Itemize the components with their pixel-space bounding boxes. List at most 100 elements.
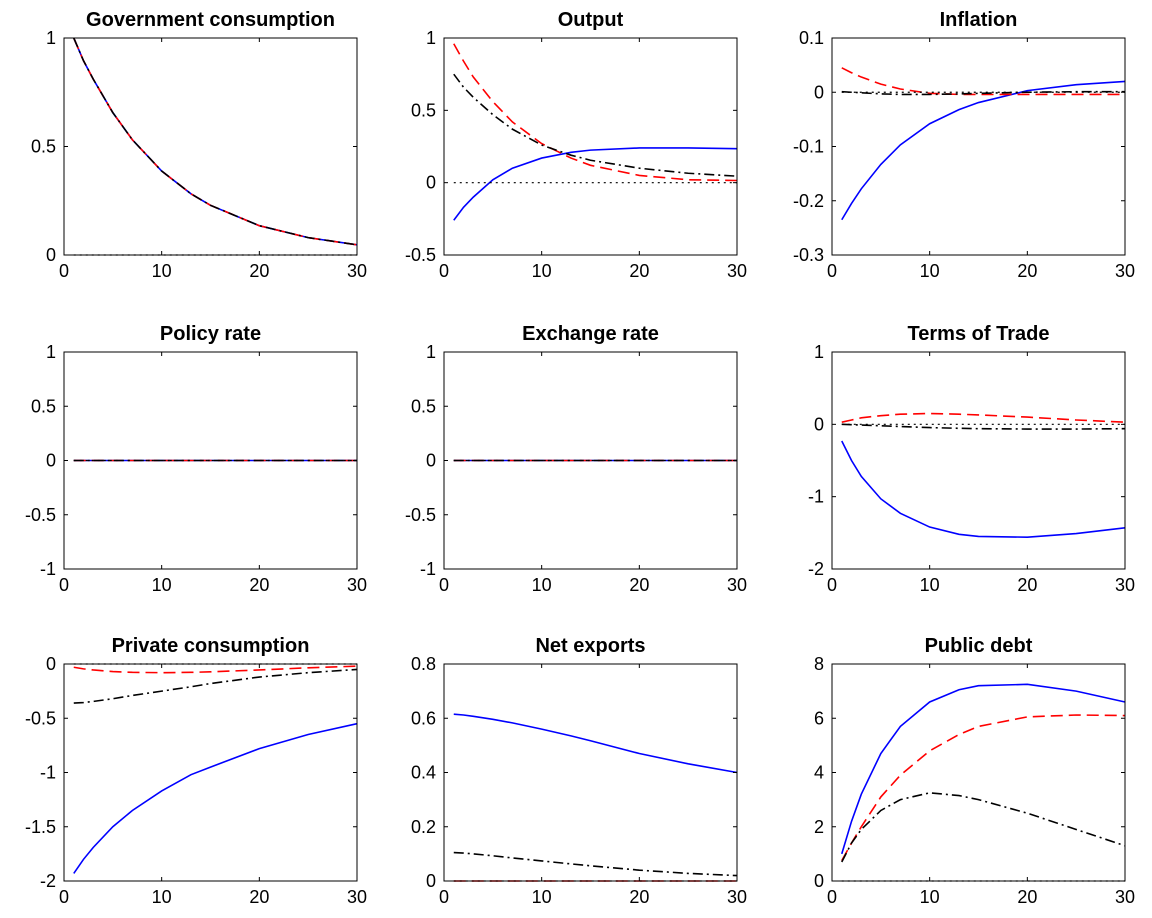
series-line-1 xyxy=(73,665,358,674)
x-tick-label: 10 xyxy=(920,261,940,281)
y-tick-label: -0.5 xyxy=(25,708,56,728)
series-line-2 xyxy=(453,851,738,877)
series-line-2 xyxy=(453,73,738,177)
panel-title: Government consumption xyxy=(86,9,335,31)
y-tick-label: 0 xyxy=(46,654,56,674)
y-tick-label: -1.5 xyxy=(25,817,56,837)
x-tick-label: 20 xyxy=(629,261,649,281)
y-tick-label: -2 xyxy=(808,559,824,579)
x-tick-label: 0 xyxy=(439,261,449,281)
y-tick-label: 0 xyxy=(814,414,824,434)
y-tick-label: 1 xyxy=(814,342,824,362)
series-line-0 xyxy=(841,683,1126,855)
x-tick-label: 10 xyxy=(152,575,172,595)
y-tick-label: 0 xyxy=(814,82,824,102)
y-tick-label: 8 xyxy=(814,654,824,674)
y-tick-label: 0 xyxy=(46,245,56,265)
y-tick-label: 0 xyxy=(426,871,436,891)
axes-frame xyxy=(63,663,358,882)
y-tick-label: 0.1 xyxy=(799,28,824,48)
series-line-1 xyxy=(73,37,358,246)
subplot-0: Government consumption 0 10 20 30 0 0.5 1 xyxy=(31,9,367,281)
x-tick-label: 0 xyxy=(827,887,837,907)
axes-frame xyxy=(443,37,738,256)
x-tick-label: 10 xyxy=(920,575,940,595)
x-tick-label: 0 xyxy=(59,887,69,907)
series-line-0 xyxy=(841,440,1126,538)
y-tick-label: -1 xyxy=(40,763,56,783)
series-line-2 xyxy=(73,668,358,704)
x-tick-label: 10 xyxy=(532,887,552,907)
y-tick-label: -0.5 xyxy=(405,245,436,265)
x-tick-label: 0 xyxy=(827,575,837,595)
y-tick-label: 0 xyxy=(426,173,436,193)
y-tick-label: -0.2 xyxy=(793,191,824,211)
x-tick-label: 20 xyxy=(629,575,649,595)
axes-frame xyxy=(831,663,1126,882)
y-tick-label: 1 xyxy=(426,28,436,48)
x-tick-label: 30 xyxy=(347,261,367,281)
x-tick-label: 30 xyxy=(347,887,367,907)
x-tick-label: 0 xyxy=(59,261,69,281)
x-tick-label: 10 xyxy=(532,575,552,595)
y-tick-label: -1 xyxy=(808,487,824,507)
panel-title: Terms of Trade xyxy=(908,323,1050,345)
panel-title: Output xyxy=(558,9,624,31)
series-line-0 xyxy=(73,37,358,246)
x-tick-label: 0 xyxy=(439,887,449,907)
series-line-0 xyxy=(73,722,358,874)
y-tick-label: -0.5 xyxy=(405,505,436,525)
series-line-0 xyxy=(453,713,738,774)
y-tick-label: 0 xyxy=(426,451,436,471)
series-line-2 xyxy=(73,37,358,246)
y-tick-label: 6 xyxy=(814,708,824,728)
y-tick-label: -0.5 xyxy=(25,505,56,525)
y-tick-label: -1 xyxy=(420,559,436,579)
y-tick-label: 1 xyxy=(46,342,56,362)
series-line-2 xyxy=(841,423,1126,430)
series-line-2 xyxy=(841,792,1126,863)
x-tick-label: 30 xyxy=(1115,575,1135,595)
y-tick-label: 4 xyxy=(814,763,824,783)
y-tick-label: 0.8 xyxy=(411,654,436,674)
x-tick-label: 0 xyxy=(827,261,837,281)
panel-title: Policy rate xyxy=(160,323,261,345)
y-tick-label: 0.2 xyxy=(411,817,436,837)
panel-title: Inflation xyxy=(940,9,1018,31)
axes-frame xyxy=(831,37,1126,256)
y-tick-label: 2 xyxy=(814,817,824,837)
y-tick-label: 0.6 xyxy=(411,708,436,728)
axes-frame xyxy=(443,663,738,882)
x-tick-label: 20 xyxy=(1017,261,1037,281)
x-tick-label: 20 xyxy=(249,887,269,907)
y-tick-label: 0.5 xyxy=(31,396,56,416)
y-tick-label: 0.5 xyxy=(31,137,56,157)
panel-title: Public debt xyxy=(925,635,1033,657)
series-line-1 xyxy=(453,43,738,182)
series-line-1 xyxy=(841,714,1126,862)
axes-frame xyxy=(63,37,358,256)
x-tick-label: 30 xyxy=(727,261,747,281)
subplot-4: Exchange rate 0 10 20 30 -1 -0.5 0 0.5 1 xyxy=(405,323,747,595)
panel-title: Net exports xyxy=(535,635,645,657)
axes-frame xyxy=(831,351,1126,570)
x-tick-label: 20 xyxy=(249,575,269,595)
subplot-2: Inflation 0 10 20 30 -0.3 -0.2 -0.1 0 0.1 xyxy=(793,9,1135,281)
x-tick-label: 20 xyxy=(1017,887,1037,907)
y-tick-label: 1 xyxy=(426,342,436,362)
subplot-3: Policy rate 0 10 20 30 -1 -0.5 0 0.5 1 xyxy=(25,323,367,595)
x-tick-label: 20 xyxy=(249,261,269,281)
y-tick-label: 0.5 xyxy=(411,396,436,416)
x-tick-label: 30 xyxy=(727,575,747,595)
subplot-5: Terms of Trade 0 10 20 30 -2 -1 0 1 xyxy=(808,323,1135,595)
x-tick-label: 20 xyxy=(1017,575,1037,595)
x-tick-label: 30 xyxy=(1115,261,1135,281)
series-line-2 xyxy=(841,90,1125,96)
panel-title: Private consumption xyxy=(112,635,310,657)
x-tick-label: 0 xyxy=(439,575,449,595)
series-line-1 xyxy=(841,67,1125,96)
panel-title: Exchange rate xyxy=(522,323,659,345)
y-tick-label: 0 xyxy=(46,451,56,471)
